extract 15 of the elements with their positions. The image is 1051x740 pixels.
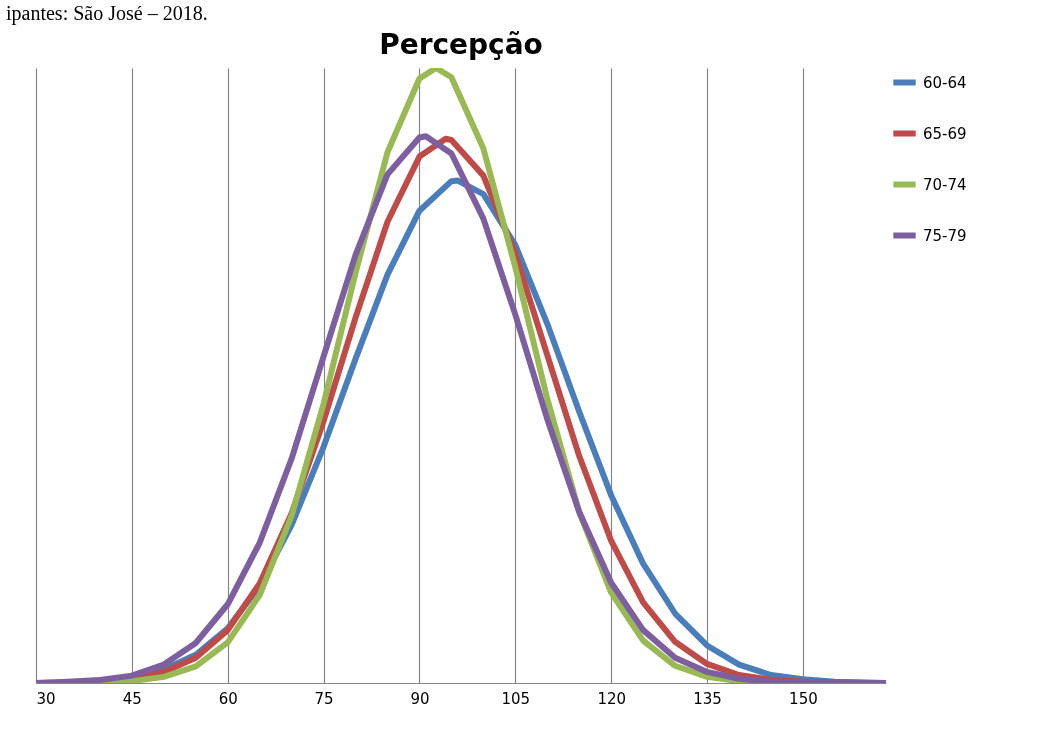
x-tick-label: 60 bbox=[218, 689, 238, 708]
x-tick-label: 135 bbox=[693, 689, 722, 708]
x-tick-label: 30 bbox=[36, 689, 56, 708]
x-tick-label: 45 bbox=[122, 689, 142, 708]
x-tick-label: 105 bbox=[501, 689, 531, 708]
x-tick-label: 120 bbox=[597, 689, 627, 708]
chart-title: Percepção bbox=[379, 28, 543, 61]
legend-label: 65-69 bbox=[923, 124, 967, 143]
x-tick-label: 150 bbox=[789, 689, 818, 708]
legend-label: 75-79 bbox=[923, 226, 967, 245]
x-tick-label: 90 bbox=[410, 689, 430, 708]
x-tick-label: 75 bbox=[314, 689, 334, 708]
legend-label: 70-74 bbox=[923, 175, 967, 194]
text: ipantes: São José – 2018. bbox=[5, 1, 209, 27]
legend-label: 60-64 bbox=[923, 73, 967, 92]
